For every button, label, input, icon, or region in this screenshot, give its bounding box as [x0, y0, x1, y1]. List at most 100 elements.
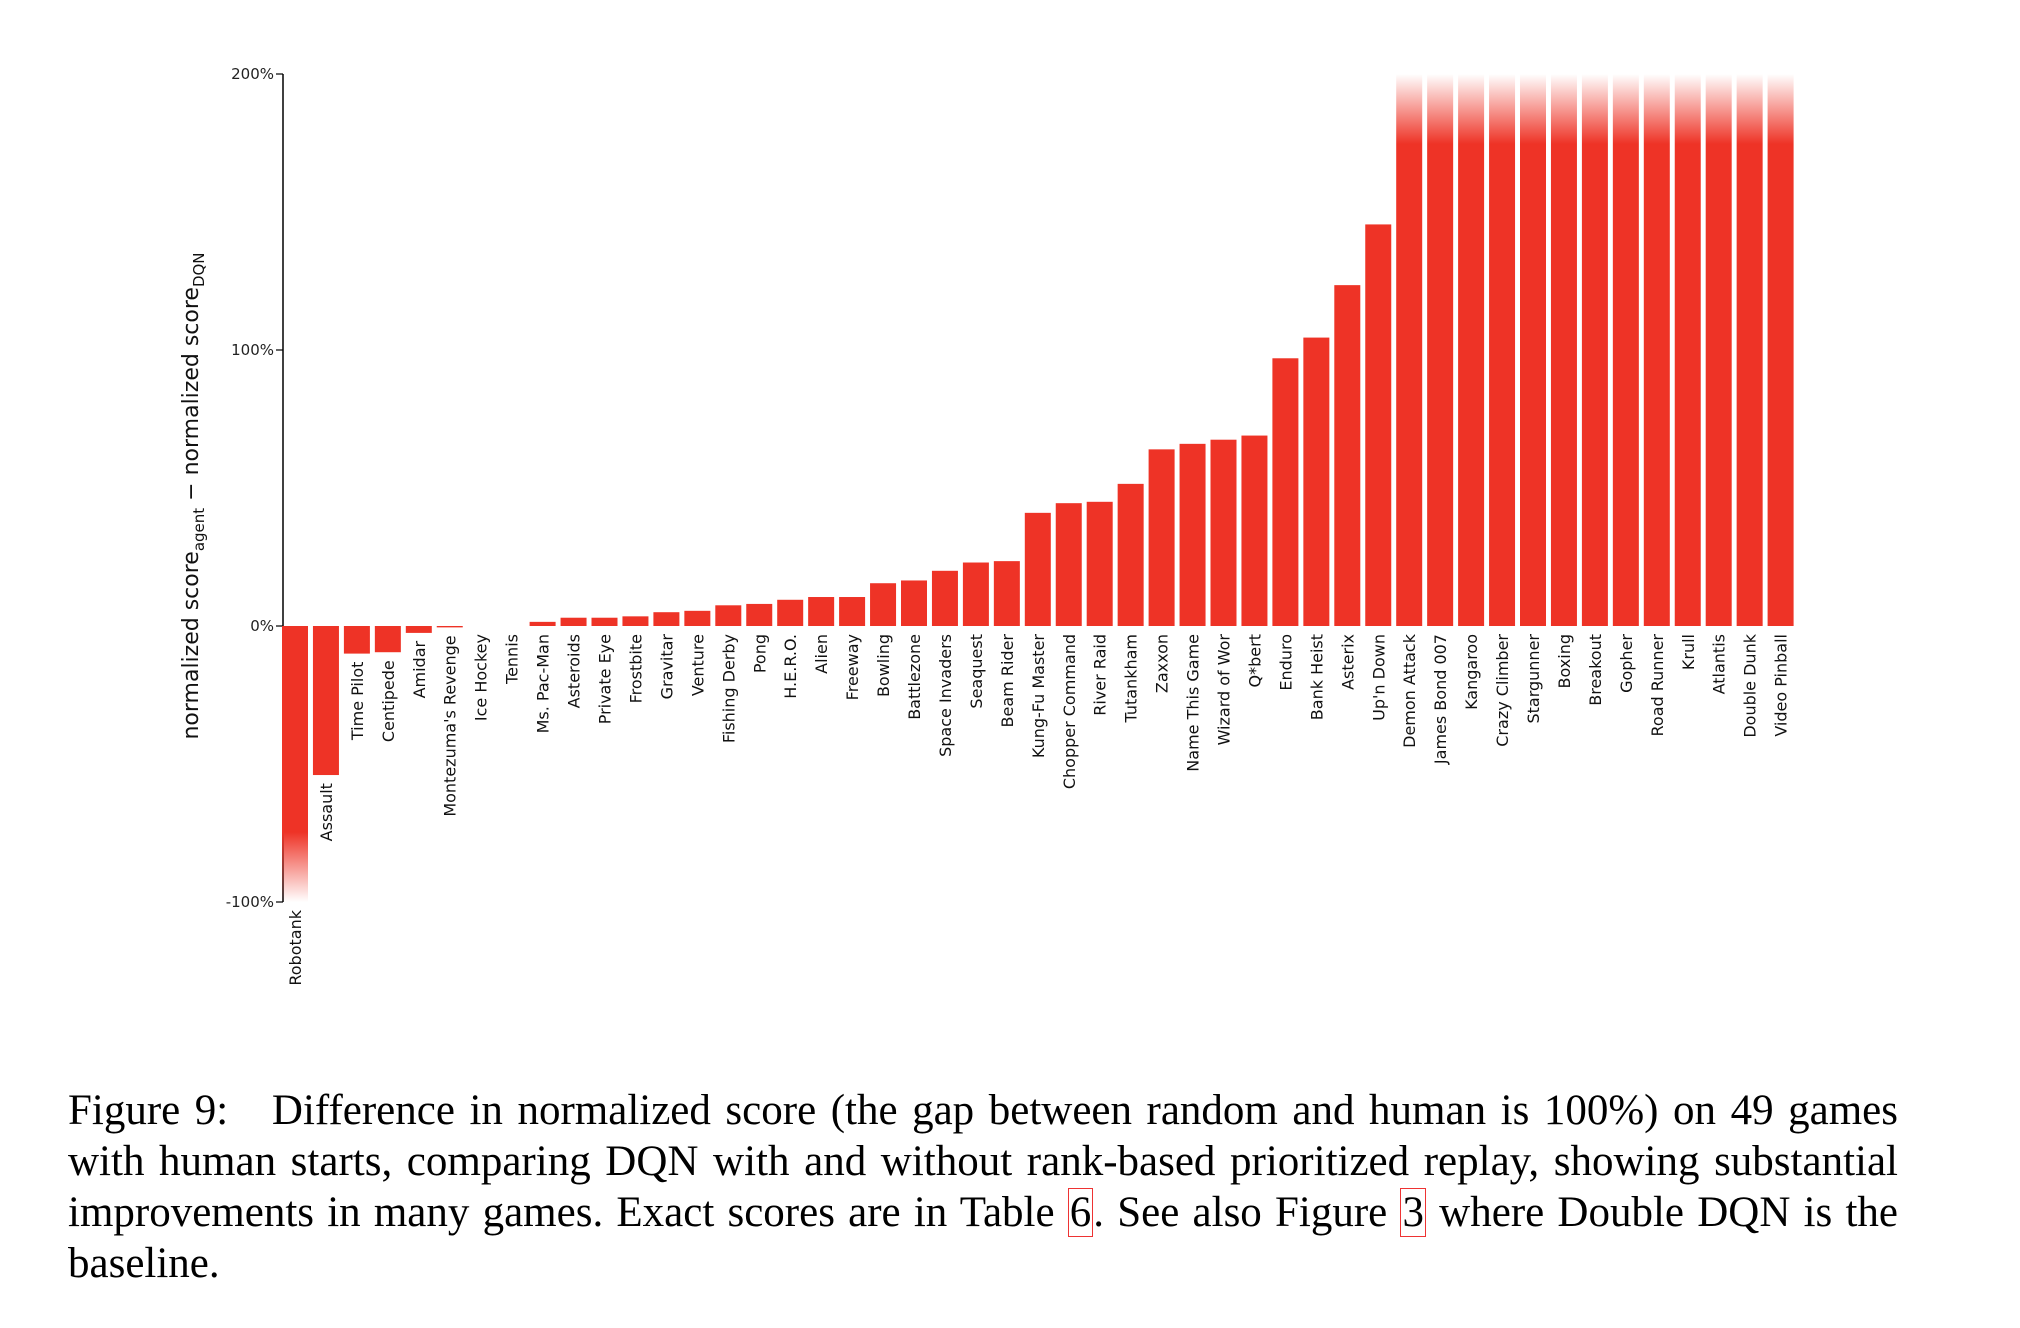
bar	[653, 612, 680, 626]
bar	[374, 626, 401, 653]
bar	[746, 603, 773, 626]
bar	[1272, 358, 1299, 626]
bar	[1550, 144, 1577, 626]
bar	[993, 561, 1020, 626]
bar	[1520, 144, 1546, 626]
table-reference-link[interactable]: 6	[1067, 1188, 1094, 1237]
bar	[1612, 144, 1639, 626]
category-label: Up'n Down	[1369, 634, 1388, 721]
bar-clip-fade	[282, 832, 308, 902]
bar-clip-fade	[1767, 74, 1794, 144]
category-label: Tutankham	[1122, 634, 1141, 724]
bar-clip-fade	[1550, 74, 1577, 144]
category-label: Bowling	[874, 634, 893, 697]
y-tick-label: 100%	[231, 341, 274, 359]
category-label: Battlezone	[905, 634, 924, 720]
category-label: Double Dunk	[1741, 633, 1760, 737]
bar	[1767, 144, 1794, 626]
bar-clip-fade	[1612, 74, 1639, 144]
bar	[436, 626, 463, 628]
bar	[1458, 144, 1485, 626]
category-label: Krull	[1679, 634, 1698, 670]
category-label: Space Invaders	[936, 634, 955, 757]
figure-number: Figure 9:	[68, 1087, 229, 1134]
bar	[1210, 439, 1237, 626]
category-label: Time Pilot	[348, 662, 367, 742]
bar-chart: 200% 100% 0% -100% Robotank Assault Time Pilo…	[179, 65, 1794, 986]
caption-text-c: where Double DQN is the baseline.	[68, 1189, 1898, 1287]
category-label: Video Pinball	[1772, 634, 1791, 737]
bar-clip-fade	[1458, 74, 1485, 144]
chart-axes: 200% 100% 0% -100%	[226, 65, 284, 911]
category-label: Gravitar	[657, 634, 676, 700]
bar-clip-fade	[1643, 74, 1670, 144]
category-label: Chopper Command	[1060, 634, 1079, 789]
bar	[1365, 224, 1392, 627]
category-label: Robotank	[286, 909, 305, 985]
category-label: Tennis	[503, 634, 522, 685]
category-label: Stargunner	[1524, 634, 1543, 724]
caption-text-a: Difference in normalized score (the gap …	[68, 1087, 1898, 1236]
category-label: Atlantis	[1710, 634, 1729, 694]
category-label: Assault	[317, 783, 336, 841]
category-label: Ice Hockey	[472, 634, 491, 721]
bar-clip-fade	[1489, 74, 1516, 144]
category-label: Montezuma's Revenge	[441, 635, 460, 816]
category-label: Gopher	[1617, 634, 1636, 693]
category-label: Enduro	[1276, 634, 1295, 691]
bar	[1705, 144, 1732, 626]
bar	[1334, 285, 1361, 626]
bar	[1643, 144, 1670, 626]
bar	[901, 580, 927, 626]
bar	[1427, 144, 1454, 626]
bar	[962, 562, 989, 626]
category-label: Amidar	[410, 640, 429, 698]
bar	[1086, 501, 1113, 626]
category-label: Freeway	[843, 634, 862, 700]
bar	[312, 626, 339, 776]
bar	[1117, 483, 1144, 626]
category-label: Alien	[812, 634, 831, 674]
bar	[1581, 144, 1608, 626]
bar	[777, 599, 804, 626]
category-label: Frostbite	[626, 634, 645, 703]
bar	[1024, 512, 1051, 626]
category-label: Centipede	[379, 660, 398, 742]
category-label: Crazy Climber	[1493, 634, 1512, 747]
bar	[870, 583, 897, 626]
category-label: Boxing	[1555, 634, 1574, 688]
category-label: Asteroids	[565, 634, 584, 708]
bar	[1396, 144, 1423, 626]
bar	[1055, 503, 1082, 626]
category-labels: Robotank Assault Time Pilot Centipede Amidar…	[286, 633, 1791, 985]
category-label: Road Runner	[1648, 634, 1667, 737]
category-label: Private Eye	[596, 634, 615, 724]
y-tick-label: 200%	[231, 65, 274, 83]
bar	[529, 621, 556, 626]
bar	[1674, 144, 1701, 626]
category-label: Fishing Derby	[719, 634, 738, 743]
category-label: H.E.R.O.	[781, 634, 800, 699]
category-label: Ms. Pac-Man	[534, 634, 553, 733]
category-label: Name This Game	[1184, 634, 1203, 772]
bar	[808, 597, 835, 626]
y-tick-label: 0%	[250, 617, 274, 635]
figure-caption: Figure 9: Difference in normalized score…	[68, 1085, 1898, 1289]
bar	[839, 597, 866, 626]
bar-clip-fade	[1427, 74, 1454, 144]
chart-bars	[282, 74, 1794, 902]
category-label: Beam Rider	[998, 634, 1017, 728]
bar-clip-fade	[1674, 74, 1701, 144]
bar	[560, 617, 587, 626]
figure-reference-link[interactable]: 3	[1400, 1188, 1426, 1237]
bar	[343, 626, 370, 654]
bar-clip-fade	[1396, 74, 1423, 144]
bar-clip-fade	[1581, 74, 1608, 144]
category-label: Q*bert	[1245, 634, 1264, 687]
category-label: Asterix	[1338, 634, 1357, 690]
bar-clip-fade	[1736, 74, 1763, 144]
bar	[931, 570, 958, 626]
category-label: Zaxxon	[1153, 634, 1172, 693]
caption-text-b: . See also Figure	[1093, 1189, 1401, 1236]
category-label: Pong	[750, 634, 769, 673]
